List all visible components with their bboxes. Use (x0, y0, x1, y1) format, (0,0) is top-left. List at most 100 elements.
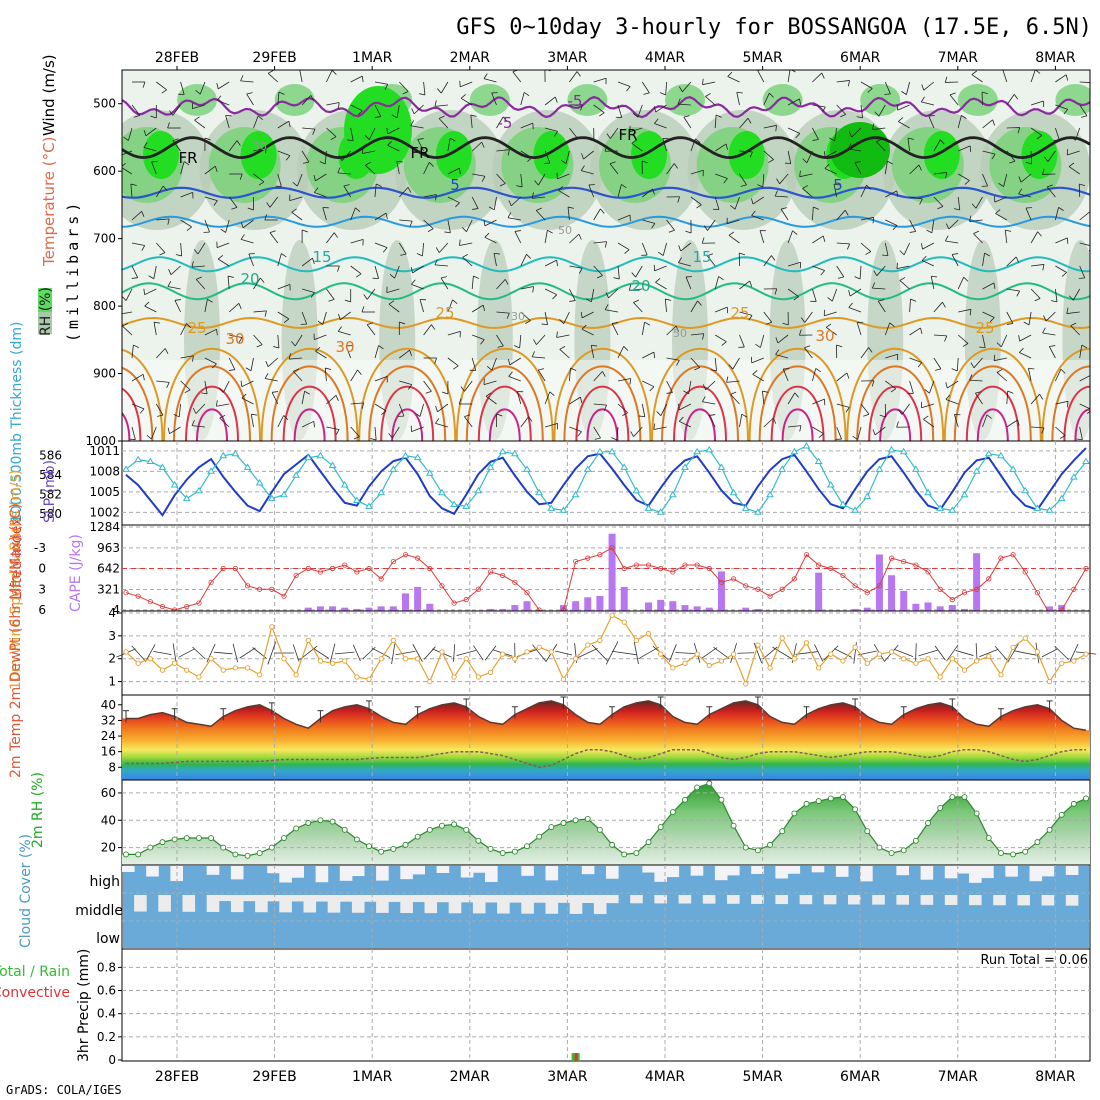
axis-tick-label: 16 (101, 745, 116, 759)
slp-axis-label: SLP (mb) (42, 460, 58, 523)
wind10m-speed-point (391, 638, 395, 642)
temp2m-axis-label: 2m Temp 2m DewPt (6hr Min/Max) (°C) (8, 503, 24, 778)
rh2m-point (901, 848, 906, 853)
wind10m-speed-point (999, 673, 1003, 677)
cloud-gap (437, 895, 450, 902)
wind10m-speed-point (452, 675, 456, 679)
rh-field-upper (275, 84, 315, 116)
wind10m-speed-point (282, 657, 286, 661)
cloud-gap (1042, 866, 1055, 876)
cloud-gap (1066, 895, 1079, 906)
cloud-gap (400, 895, 413, 913)
wind10m-speed-point (428, 679, 432, 683)
wind10m-speed-point (379, 657, 383, 661)
wind10m-speed-point (136, 661, 140, 665)
precip-axis-label: 3hr Precip (mm) (76, 949, 92, 1062)
cloud-gap (896, 866, 909, 875)
rh2m-point (816, 799, 821, 804)
wind10m-speed-point (440, 650, 444, 654)
rh2m-point (184, 836, 189, 841)
wind10m-speed-point (501, 652, 505, 656)
cape-bar (329, 606, 336, 611)
wind10m-speed-point (245, 666, 249, 670)
wind10m-speed-point (671, 666, 675, 670)
cape-bar (378, 606, 385, 611)
wind10m-speed-point (829, 652, 833, 656)
rh2m-point (342, 827, 347, 832)
rh2m-point (719, 797, 724, 802)
rh2m-point (998, 851, 1003, 856)
date-label-bottom: 29FEB (252, 1069, 296, 1085)
rh2m-point (828, 796, 833, 801)
axis-tick-label: 4 (108, 606, 116, 620)
date-label-top: 6MAR (840, 50, 881, 66)
contour-label: 30 (225, 330, 244, 348)
wind10m-speed-point (330, 661, 334, 665)
date-label-top: 7MAR (938, 50, 979, 66)
wind10m-speed-point (1047, 679, 1051, 683)
cloud-gap (316, 866, 329, 882)
precip-convective-label: Convective (0, 985, 70, 1001)
wind10m-speed-point (172, 661, 176, 665)
rh2m-point (792, 811, 797, 816)
rh2m-point (1059, 812, 1064, 817)
lifted-index-tick-label: 0 (38, 562, 46, 576)
cape-bar (973, 553, 980, 611)
wind10m-speed-point (221, 668, 225, 672)
date-label-bottom: 8MAR (1035, 1069, 1076, 1085)
cloud-gap (376, 895, 389, 913)
cloud-gap (582, 866, 595, 874)
wind10m-speed-point (148, 657, 152, 661)
rh-field-bright (729, 131, 765, 179)
rh2m-point (525, 844, 530, 849)
rh2m-point (512, 849, 517, 854)
wind10m-speed-point (343, 659, 347, 663)
cloud-gap (1017, 895, 1030, 905)
date-axis-bottom: 28FEB 29FEB 1MAR 2MAR 3MAR 4MAR 5MAR 6MAR 7MAR 8M… (155, 1069, 1076, 1085)
cloud-gap (667, 866, 680, 877)
rh2m-point (755, 848, 760, 853)
axis-tick-label: 600 (93, 164, 116, 178)
cross-section-panel: -5-5FR FRFR5 515 1520 202525 252530 3030305030… (38, 54, 1100, 448)
axis-tick-label: 0 (108, 1053, 116, 1067)
wind10m-speed-point (513, 657, 517, 661)
wind10m-speed-point (877, 652, 881, 656)
cloud-gap (461, 866, 474, 878)
rh2m-point (622, 852, 627, 857)
cloud-gap (485, 866, 498, 882)
lifted-index-tick-label: 3 (38, 582, 46, 596)
cape-bar (669, 601, 676, 611)
cloud-gap (473, 895, 486, 913)
rh2m-point (695, 785, 700, 790)
wind10m-speed-point (804, 641, 808, 645)
contour-label: 25 (975, 319, 994, 337)
rh-field-bright (143, 131, 179, 179)
contour-label: 20 (631, 277, 650, 295)
cloud-gap (521, 895, 534, 914)
rh2m-point (500, 851, 505, 856)
rh2m-point (196, 836, 201, 841)
wind10m-speed-point (926, 657, 930, 661)
temp2m-axis: 816243240 (101, 698, 122, 774)
rh2m-point (780, 829, 785, 834)
wind10m-speed-point (768, 666, 772, 670)
slp-tick-label: 1002 (89, 505, 120, 519)
cape-bar (706, 608, 713, 611)
cloud-gap (824, 895, 837, 904)
cloud-gap (751, 895, 764, 904)
wind10m-speed-point (987, 654, 991, 658)
rh2m-point (367, 844, 372, 849)
axis-tick-label: 800 (93, 299, 116, 313)
rh2m-point (427, 827, 432, 832)
rh-field-bright (436, 131, 472, 179)
cloud-gap (848, 895, 861, 904)
cloud-gap (788, 866, 801, 874)
cloud-gap (921, 895, 934, 905)
rh2m-point (561, 821, 566, 826)
rh2m-point (160, 840, 165, 845)
cape-bar (900, 591, 907, 611)
wind-axis-label: Wind (m/s) (40, 54, 58, 136)
cloud-gap (352, 895, 365, 913)
cloud-gap (376, 866, 389, 881)
rh2m-point (294, 826, 299, 831)
